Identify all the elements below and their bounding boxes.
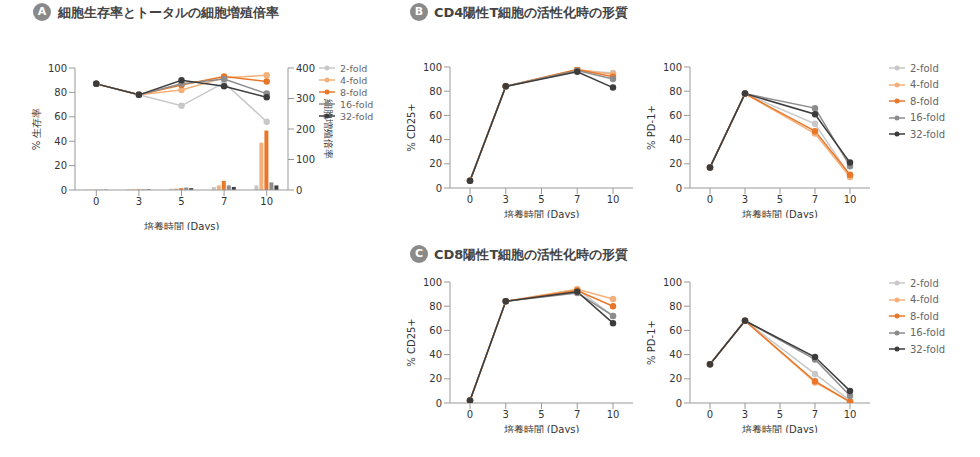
html-text:32-fold: 32-fold — [340, 110, 374, 122]
svg-text:20: 20 — [669, 158, 682, 169]
html-text:2-fold: 2-fold — [910, 62, 939, 74]
svg-text:20: 20 — [54, 160, 67, 171]
svg-text:10: 10 — [607, 409, 620, 420]
html-text:8-fold: 8-fold — [910, 310, 939, 322]
svg-text:40: 40 — [54, 136, 67, 147]
html-text:32-fold: 32-fold — [910, 343, 946, 355]
svg-text:10: 10 — [607, 194, 620, 205]
svg-text:5: 5 — [777, 194, 783, 205]
html-text:CD4陽性T細胞の活性化時の形質: CD4陽性T細胞の活性化時の形質 — [434, 5, 629, 20]
svg-text:0: 0 — [467, 409, 473, 420]
svg-text:10: 10 — [844, 194, 857, 205]
svg-text:0: 0 — [467, 194, 473, 205]
svg-text:60: 60 — [429, 325, 442, 336]
svg-text:3: 3 — [503, 409, 509, 420]
svg-text:7: 7 — [574, 194, 580, 205]
svg-text:% 生存率: % 生存率 — [31, 108, 42, 151]
svg-text:80: 80 — [429, 86, 442, 97]
html-text:8-fold: 8-fold — [910, 95, 939, 107]
svg-text:40: 40 — [669, 349, 682, 360]
svg-text:0: 0 — [676, 183, 682, 194]
svg-text:7: 7 — [812, 194, 818, 205]
svg-text:0: 0 — [707, 409, 713, 420]
svg-text:80: 80 — [54, 87, 67, 98]
html-text:細胞生存率とトータルの細胞増殖倍率: 細胞生存率とトータルの細胞増殖倍率 — [58, 5, 279, 20]
html-text:4-fold: 4-fold — [910, 79, 939, 91]
svg-text:0: 0 — [676, 398, 682, 409]
svg-text:100: 100 — [663, 62, 682, 73]
svg-text:5: 5 — [538, 194, 544, 205]
svg-text:3: 3 — [742, 194, 748, 205]
svg-text:5: 5 — [538, 409, 544, 420]
svg-text:80: 80 — [669, 86, 682, 97]
svg-text:培養時間 (Days): 培養時間 (Days) — [741, 424, 818, 433]
svg-text:10: 10 — [260, 196, 273, 207]
svg-text:3: 3 — [742, 409, 748, 420]
svg-text:% PD-1+: % PD-1+ — [646, 320, 657, 365]
svg-text:7: 7 — [574, 409, 580, 420]
svg-text:5: 5 — [777, 409, 783, 420]
svg-text:% CD25+: % CD25+ — [406, 103, 417, 151]
html-text:8-fold: 8-fold — [340, 86, 368, 98]
svg-text:0: 0 — [707, 194, 713, 205]
svg-text:60: 60 — [54, 111, 67, 122]
html-text:16-fold: 16-fold — [910, 112, 946, 124]
svg-text:細胞増殖倍率: 細胞増殖倍率 — [323, 98, 333, 159]
svg-text:0: 0 — [436, 398, 442, 409]
svg-text:% PD-1+: % PD-1+ — [646, 105, 657, 150]
svg-text:0: 0 — [296, 185, 302, 196]
svg-text:7: 7 — [812, 409, 818, 420]
svg-text:3: 3 — [503, 194, 509, 205]
svg-text:60: 60 — [669, 110, 682, 121]
svg-text:0: 0 — [93, 196, 99, 207]
html-text:B: B — [414, 5, 424, 18]
html-text:2-fold: 2-fold — [340, 62, 368, 74]
svg-text:40: 40 — [429, 349, 442, 360]
svg-text:培養時間 (Days): 培養時間 (Days) — [143, 221, 220, 230]
svg-text:% CD25+: % CD25+ — [406, 318, 417, 366]
html-text:2-fold: 2-fold — [910, 277, 939, 289]
html-text:A: A — [37, 5, 47, 18]
svg-text:40: 40 — [669, 134, 682, 145]
svg-text:400: 400 — [296, 63, 315, 74]
svg-text:培養時間 (Days): 培養時間 (Days) — [503, 424, 580, 433]
svg-text:0: 0 — [436, 183, 442, 194]
svg-text:100: 100 — [296, 154, 315, 165]
svg-text:80: 80 — [429, 301, 442, 312]
svg-text:20: 20 — [429, 158, 442, 169]
svg-text:7: 7 — [221, 196, 227, 207]
svg-text:300: 300 — [296, 93, 315, 104]
html-text:CD8陽性T細胞の活性化時の形質: CD8陽性T細胞の活性化時の形質 — [434, 247, 629, 262]
html-text:32-fold: 32-fold — [910, 128, 946, 140]
html-text:C: C — [415, 247, 423, 260]
svg-text:3: 3 — [136, 196, 142, 207]
svg-text:100: 100 — [423, 277, 442, 288]
svg-text:培養時間 (Days): 培養時間 (Days) — [741, 209, 818, 218]
svg-text:60: 60 — [429, 110, 442, 121]
svg-text:10: 10 — [844, 409, 857, 420]
html-text:4-fold: 4-fold — [340, 74, 368, 86]
svg-text:200: 200 — [296, 124, 315, 135]
html-text:16-fold: 16-fold — [340, 98, 374, 110]
svg-text:100: 100 — [48, 63, 67, 74]
html-text:4-fold: 4-fold — [910, 294, 939, 306]
svg-text:5: 5 — [178, 196, 184, 207]
svg-text:40: 40 — [429, 134, 442, 145]
svg-text:100: 100 — [663, 277, 682, 288]
svg-text:培養時間 (Days): 培養時間 (Days) — [503, 209, 580, 218]
html-text:16-fold: 16-fold — [910, 327, 946, 339]
svg-text:20: 20 — [669, 373, 682, 384]
svg-text:100: 100 — [423, 62, 442, 73]
svg-text:80: 80 — [669, 301, 682, 312]
svg-text:20: 20 — [429, 373, 442, 384]
svg-text:60: 60 — [669, 325, 682, 336]
svg-text:0: 0 — [61, 185, 67, 196]
